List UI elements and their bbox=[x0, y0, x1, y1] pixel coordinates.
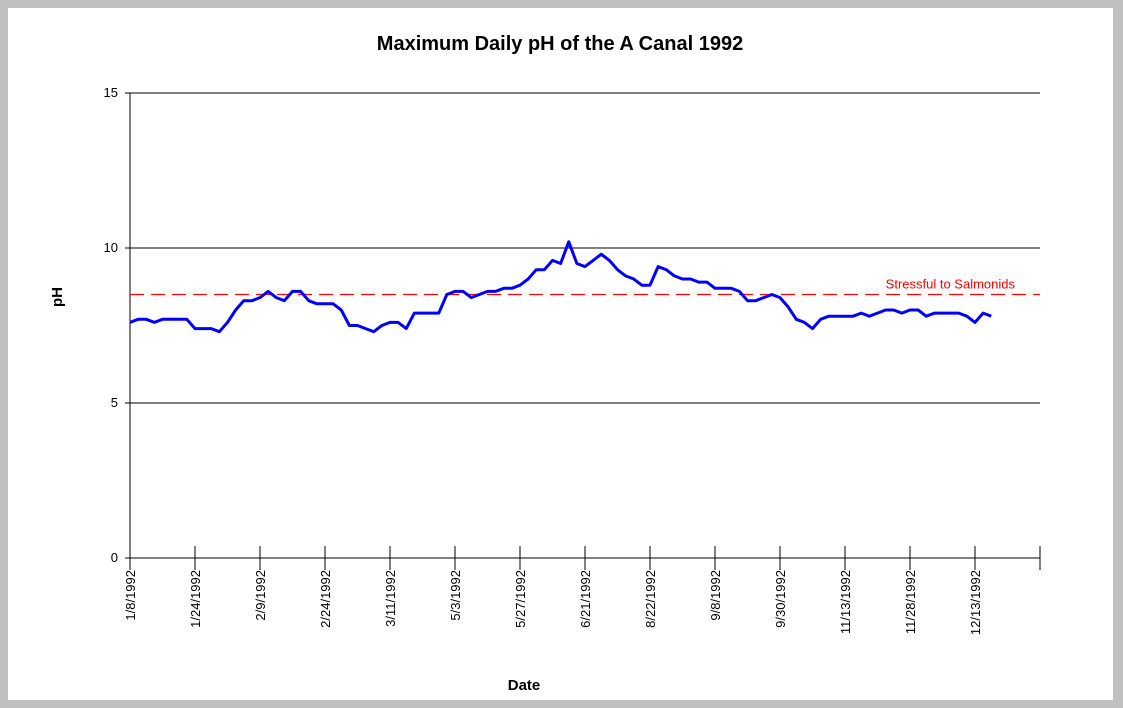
data-line bbox=[129, 240, 992, 334]
threshold-label: Stressful to Salmonids bbox=[886, 277, 1016, 292]
x-tick-label: 12/13/1992 bbox=[968, 570, 983, 635]
x-tick-label: 2/24/1992 bbox=[318, 570, 333, 628]
x-tick-label: 8/22/1992 bbox=[643, 570, 658, 628]
panel bbox=[8, 8, 1113, 700]
x-tick-label: 9/8/1992 bbox=[708, 570, 723, 621]
y-axis-label: pH bbox=[49, 287, 66, 307]
x-tick-label: 1/24/1992 bbox=[188, 570, 203, 628]
x-tick-label: 9/30/1992 bbox=[773, 570, 788, 628]
y-tick-label: 5 bbox=[111, 395, 118, 410]
x-tick-label: 5/27/1992 bbox=[513, 570, 528, 628]
x-tick-label: 11/28/1992 bbox=[903, 570, 918, 634]
y-tick-label: 15 bbox=[104, 85, 118, 100]
x-tick-label: 6/21/1992 bbox=[578, 570, 593, 628]
x-tick-label: 5/3/1992 bbox=[448, 570, 463, 621]
x-tick-label: 3/11/1992 bbox=[383, 570, 398, 627]
y-tick-label: 0 bbox=[111, 550, 118, 565]
y-tick-label: 10 bbox=[104, 240, 118, 255]
x-tick-label: 1/8/1992 bbox=[123, 570, 138, 621]
x-axis-label: Date bbox=[508, 677, 541, 694]
chart-title: Maximum Daily pH of the A Canal 1992 bbox=[377, 33, 743, 55]
x-tick-label: 11/13/1992 bbox=[838, 570, 853, 634]
x-tick-label: 2/9/1992 bbox=[253, 570, 268, 621]
